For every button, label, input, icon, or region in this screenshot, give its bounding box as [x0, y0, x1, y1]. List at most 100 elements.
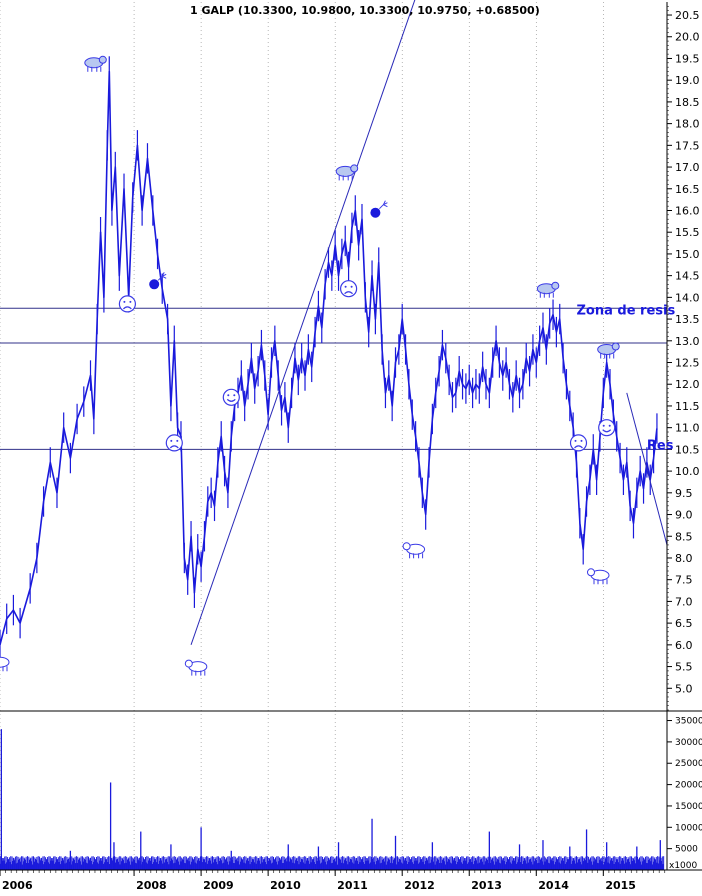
volume-y-tick-label: 30000 — [675, 738, 702, 748]
y-tick-label: 20.5 — [675, 9, 700, 22]
face-circle — [569, 434, 588, 452]
smile-icon — [222, 388, 240, 406]
face-eye — [574, 439, 577, 442]
y-tick-label: 12.0 — [675, 378, 700, 391]
face-eye — [176, 439, 179, 442]
y-tick-label: 14.5 — [675, 270, 700, 283]
y-tick-label: 15.0 — [675, 248, 700, 261]
y-tick-label: 19.5 — [675, 52, 700, 65]
bomb-icon — [149, 272, 167, 290]
grid-layer — [0, 2, 604, 870]
bomb-body — [149, 279, 160, 290]
bomb-icon — [370, 200, 388, 218]
face-circle — [165, 434, 183, 452]
x-tick-label: 2006 — [2, 879, 33, 891]
face-eye — [580, 439, 583, 442]
y-tick-label: 7.0 — [675, 595, 693, 608]
face-eye — [233, 394, 236, 397]
annotation-zona-de-resis: Zona de resis — [577, 304, 676, 319]
sad-icon — [165, 434, 183, 452]
bear-icon — [84, 55, 107, 72]
y-tick-label: 9.5 — [675, 487, 693, 500]
y-tick-label: 17.0 — [675, 161, 700, 174]
bear-icon — [597, 342, 620, 359]
face-eye — [227, 394, 230, 397]
volume-y-tick-label: 20000 — [675, 781, 702, 791]
annotation-res: Res — [647, 438, 674, 453]
face-mouth — [602, 429, 612, 433]
marker-layer — [0, 55, 620, 676]
y-tick-label: 11.0 — [675, 422, 700, 435]
bull-icon — [402, 542, 426, 559]
face-mouth — [122, 306, 132, 310]
y-tick-label: 11.5 — [675, 400, 700, 413]
y-tick-label: 9.0 — [675, 509, 693, 522]
animal-body — [0, 656, 10, 668]
volume-y-tick-label: 15000 — [675, 802, 702, 812]
face-eye — [344, 285, 347, 288]
y-tick-label: 16.0 — [675, 204, 700, 217]
trendline — [190, 0, 416, 646]
y-tick-label: 17.5 — [675, 139, 700, 152]
chart-title: 1 GALP (10.3300, 10.9800, 10.3300, 10.97… — [190, 4, 540, 17]
y-tick-label: 15.5 — [675, 226, 700, 239]
x-tick-label: 2014 — [538, 879, 569, 891]
volume-y-tick-label: 5000 — [675, 845, 698, 855]
face-circle — [598, 419, 616, 437]
y-tick-label: 18.5 — [675, 96, 700, 109]
face-mouth — [226, 398, 236, 402]
volume-y-tick-label: 10000 — [675, 823, 702, 833]
face-mouth — [574, 445, 583, 449]
x-tick-label: 2011 — [337, 879, 368, 891]
animal-head — [587, 568, 595, 577]
y-tick-label: 8.0 — [675, 552, 693, 565]
x-tick-label: 2015 — [605, 879, 636, 891]
bomb-fuse — [379, 200, 388, 210]
bull-icon — [184, 659, 208, 676]
face-circle — [340, 280, 358, 298]
animal-head — [402, 542, 411, 551]
sad-icon — [118, 295, 137, 313]
price-series-line — [0, 70, 658, 645]
sad-icon — [569, 434, 588, 452]
face-eye — [170, 439, 173, 442]
y-tick-label: 10.5 — [675, 443, 700, 456]
y-tick-label: 8.5 — [675, 530, 693, 543]
face-eye — [608, 424, 611, 427]
face-circle — [222, 388, 240, 406]
bomb-fuse — [157, 272, 167, 281]
price-layer — [0, 56, 658, 661]
y-tick-label: 20.0 — [675, 31, 700, 44]
x-tick-label: 2012 — [404, 879, 435, 891]
volume-y-tick-label: 35000 — [675, 717, 702, 727]
animal-head — [98, 55, 107, 64]
y-tick-label: 13.0 — [675, 335, 700, 348]
y-tick-label: 13.5 — [675, 313, 700, 326]
bull-icon — [0, 656, 10, 672]
face-circle — [118, 295, 137, 313]
x-tick-label: 2008 — [136, 879, 167, 891]
y-tick-label: 19.0 — [675, 74, 700, 87]
face-mouth — [169, 445, 179, 449]
face-eye — [129, 300, 132, 303]
animal-head — [611, 342, 620, 351]
animal-head — [184, 659, 193, 668]
face-eye — [602, 424, 605, 427]
bear-icon — [335, 164, 359, 181]
face-mouth — [344, 291, 354, 295]
y-tick-label: 6.5 — [675, 617, 693, 630]
x-tick-label: 2013 — [471, 879, 502, 891]
volume-y-tick-label: 25000 — [675, 759, 702, 769]
y-tick-label: 12.5 — [675, 357, 700, 370]
x-tick-label: 2010 — [270, 879, 301, 891]
bear-icon — [536, 281, 560, 298]
face-eye — [350, 285, 353, 288]
x-tick-label: 2009 — [203, 879, 234, 891]
y-tick-label: 14.0 — [675, 291, 700, 304]
animal-head — [350, 164, 359, 173]
y-tick-label: 5.5 — [675, 661, 693, 674]
bull-icon — [587, 568, 610, 585]
